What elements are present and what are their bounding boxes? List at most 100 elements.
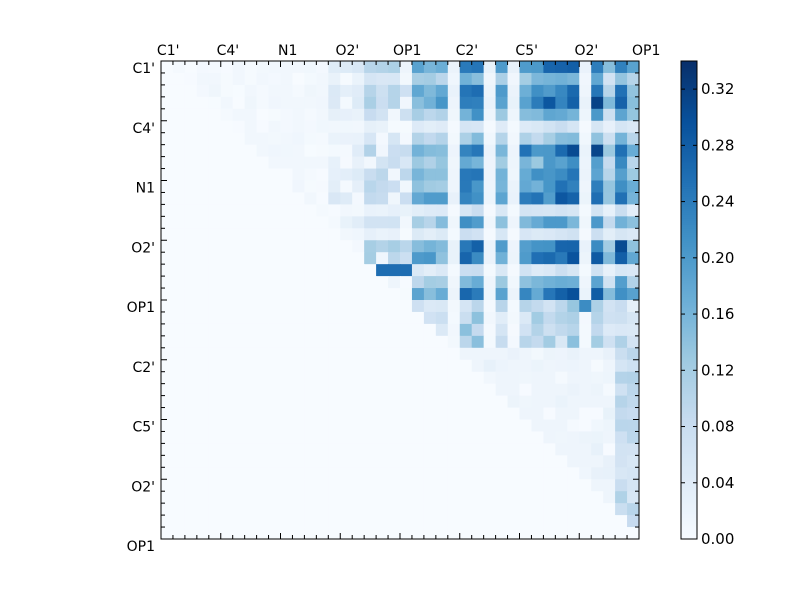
heatmap-cell — [316, 323, 329, 337]
heatmap-cell — [232, 228, 246, 241]
heatmap-cell — [376, 467, 389, 480]
heatmap-cell — [196, 168, 210, 182]
heatmap-cell — [483, 216, 497, 229]
heatmap-cell — [483, 515, 497, 528]
heatmap-cell — [591, 479, 604, 492]
heatmap-cell — [220, 168, 234, 182]
colorbar-segment — [681, 234, 697, 237]
heatmap-cell — [435, 252, 449, 265]
heatmap-cell — [376, 276, 389, 289]
heatmap-cell — [232, 407, 246, 421]
heatmap-cell — [400, 288, 413, 301]
heatmap-cell — [280, 144, 294, 158]
heatmap-cell — [388, 144, 401, 158]
heatmap-cell — [400, 395, 413, 409]
heatmap-cell — [567, 156, 580, 170]
heatmap-cell — [292, 228, 305, 241]
heatmap-cell — [471, 156, 485, 170]
heatmap-cell — [352, 407, 365, 421]
heatmap-cell — [483, 156, 497, 170]
heatmap-cell — [603, 120, 616, 134]
heatmap-cell — [531, 431, 544, 444]
heatmap-cell — [555, 467, 568, 480]
colorbar-segment — [681, 493, 697, 496]
heatmap-cell — [232, 491, 246, 504]
heatmap-cell — [471, 467, 485, 480]
heatmap-cell — [328, 96, 341, 110]
heatmap-cell — [388, 120, 401, 134]
heatmap-cell — [340, 443, 353, 456]
heatmap-cell — [256, 359, 270, 373]
heatmap-cell — [519, 168, 533, 182]
heatmap-cell — [483, 371, 497, 385]
heatmap-cell — [364, 431, 377, 444]
colorbar-segment — [681, 397, 697, 401]
colorbar-segment — [681, 407, 697, 411]
heatmap-cell — [579, 503, 592, 516]
heatmap-cell — [495, 132, 509, 146]
colorbar-segment — [681, 517, 697, 520]
heatmap-cell — [268, 515, 282, 528]
heatmap-cell — [627, 192, 640, 205]
heatmap-cell — [543, 288, 556, 301]
heatmap-cell — [244, 300, 258, 313]
heatmap-cell — [579, 443, 592, 456]
heatmap-cell — [591, 240, 604, 253]
heatmap-cell — [316, 84, 329, 98]
heatmap-cell — [435, 419, 449, 433]
heatmap-cell — [220, 96, 234, 110]
heatmap-cell — [543, 383, 556, 397]
heatmap-cell — [161, 276, 174, 289]
heatmap-cell — [256, 264, 270, 277]
heatmap-cell — [400, 407, 413, 421]
colorbar-segment — [681, 457, 697, 460]
colorbar-segment — [681, 459, 697, 462]
heatmap-cells — [161, 61, 640, 540]
colorbar-segment — [681, 331, 697, 335]
colorbar-segment — [681, 74, 697, 78]
heatmap-cell — [388, 515, 401, 528]
colorbar-segment — [681, 104, 697, 108]
heatmap-cell — [579, 192, 592, 205]
colorbar-segment — [681, 467, 697, 470]
heatmap-cell — [364, 467, 377, 480]
heatmap-cell — [507, 144, 521, 158]
heatmap-cell — [232, 84, 246, 98]
heatmap-cell — [268, 84, 282, 98]
heatmap-cell — [280, 491, 294, 504]
heatmap-cell — [483, 228, 497, 241]
heatmap-cell — [603, 407, 616, 421]
heatmap-cell — [208, 204, 222, 217]
heatmap-cell — [172, 252, 186, 265]
heatmap-cell — [256, 491, 270, 504]
heatmap-cell — [280, 515, 294, 528]
colorbar-segment — [681, 162, 697, 166]
heatmap-cell — [376, 383, 389, 397]
heatmap-cell — [316, 156, 329, 170]
heatmap-cell — [316, 72, 329, 86]
heatmap-cell — [316, 407, 329, 421]
heatmap-cell — [292, 359, 305, 373]
heatmap-cell — [495, 395, 509, 409]
heatmap-cell — [435, 300, 449, 313]
heatmap-cell — [196, 252, 210, 265]
heatmap-cell — [220, 431, 234, 444]
heatmap-cell — [447, 515, 461, 528]
heatmap-cell — [471, 132, 485, 146]
heatmap-cell — [411, 335, 425, 349]
heatmap-cell — [507, 491, 521, 504]
heatmap-cell — [244, 108, 258, 122]
heatmap-cell — [208, 431, 222, 444]
heatmap-cell — [507, 515, 521, 528]
heatmap-cell — [268, 347, 282, 361]
heatmap-cell — [447, 300, 461, 313]
heatmap-cell — [388, 204, 401, 217]
heatmap-cell — [340, 192, 353, 205]
heatmap-cell — [603, 61, 616, 74]
heatmap-cell — [364, 503, 377, 516]
heatmap-cell — [435, 144, 449, 158]
heatmap-cell — [423, 120, 437, 134]
colorbar-segment — [681, 198, 697, 201]
heatmap-cell — [352, 84, 365, 98]
heatmap-cell — [340, 120, 353, 134]
